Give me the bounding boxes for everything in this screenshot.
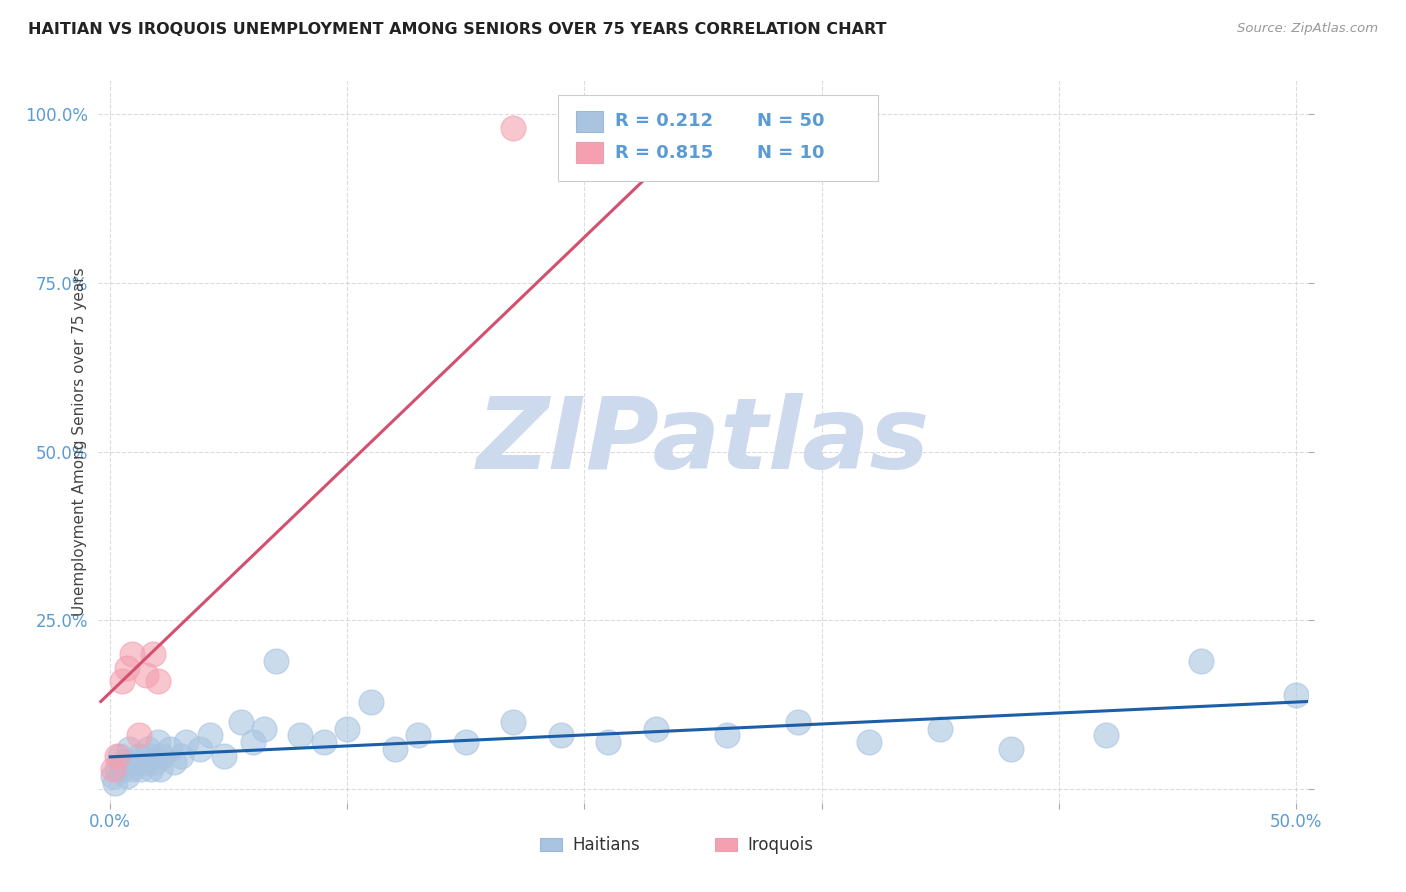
Point — [122, 756, 145, 770]
Point — [360, 694, 382, 708]
Point — [212, 748, 235, 763]
Point — [142, 748, 165, 763]
Point — [598, 735, 620, 749]
Text: Source: ZipAtlas.com: Source: ZipAtlas.com — [1237, 22, 1378, 36]
Point — [288, 728, 311, 742]
Point — [135, 756, 157, 770]
Point — [152, 748, 174, 763]
Point — [170, 748, 193, 763]
Point — [135, 667, 157, 681]
Point — [198, 728, 221, 742]
Text: Iroquois: Iroquois — [748, 836, 814, 854]
Point — [312, 735, 335, 749]
Text: Haitians: Haitians — [572, 836, 640, 854]
FancyBboxPatch shape — [558, 95, 879, 181]
Point — [264, 654, 287, 668]
Point — [408, 728, 430, 742]
Point — [502, 120, 524, 135]
Point — [1285, 688, 1308, 702]
Point — [384, 741, 406, 756]
FancyBboxPatch shape — [576, 112, 603, 132]
Point — [108, 748, 131, 763]
Text: N = 10: N = 10 — [758, 144, 825, 161]
Text: HAITIAN VS IROQUOIS UNEMPLOYMENT AMONG SENIORS OVER 75 YEARS CORRELATION CHART: HAITIAN VS IROQUOIS UNEMPLOYMENT AMONG S… — [28, 22, 887, 37]
Point — [174, 735, 197, 749]
Point — [128, 748, 150, 763]
Y-axis label: Unemployment Among Seniors over 75 years: Unemployment Among Seniors over 75 years — [72, 268, 87, 615]
Point — [114, 756, 136, 770]
Point — [644, 722, 666, 736]
Point — [111, 674, 134, 689]
Point — [149, 762, 172, 776]
Point — [336, 722, 359, 736]
Point — [101, 769, 124, 783]
Point — [105, 748, 128, 763]
Point — [143, 756, 166, 770]
Point — [242, 735, 264, 749]
Point — [139, 762, 162, 776]
FancyBboxPatch shape — [576, 143, 603, 162]
Point — [146, 735, 169, 749]
FancyBboxPatch shape — [540, 838, 561, 851]
Point — [129, 762, 152, 776]
Point — [454, 735, 477, 749]
Point — [253, 722, 276, 736]
Point — [142, 647, 165, 661]
Point — [115, 661, 138, 675]
Point — [104, 775, 127, 789]
Point — [1000, 741, 1022, 756]
Point — [118, 741, 141, 756]
Point — [929, 722, 952, 736]
Point — [550, 728, 572, 742]
Point — [229, 714, 252, 729]
Point — [786, 714, 808, 729]
Point — [146, 674, 169, 689]
Point — [136, 741, 159, 756]
Point — [115, 769, 138, 783]
Text: N = 50: N = 50 — [758, 112, 825, 130]
Text: ZIPatlas: ZIPatlas — [477, 393, 929, 490]
Point — [105, 762, 128, 776]
Point — [121, 762, 143, 776]
Point — [121, 647, 143, 661]
Point — [1095, 728, 1118, 742]
Point — [190, 741, 212, 756]
Point — [159, 741, 181, 756]
Point — [858, 735, 880, 749]
Point — [101, 762, 124, 776]
Point — [111, 762, 134, 776]
Text: R = 0.815: R = 0.815 — [614, 144, 713, 161]
Point — [163, 756, 186, 770]
FancyBboxPatch shape — [716, 838, 737, 851]
Point — [128, 728, 150, 742]
Point — [1189, 654, 1212, 668]
Text: R = 0.212: R = 0.212 — [614, 112, 713, 130]
Point — [502, 714, 524, 729]
Point — [716, 728, 738, 742]
